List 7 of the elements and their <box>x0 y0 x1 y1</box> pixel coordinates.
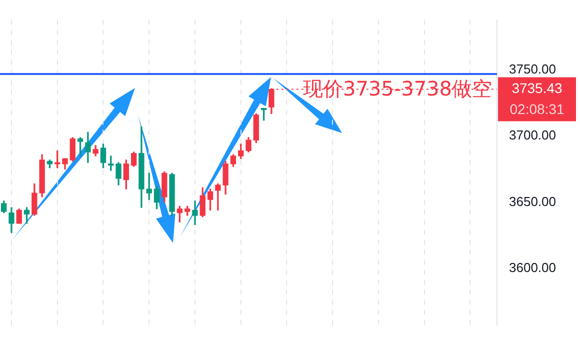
annotation: 现价3735-3738做空 <box>302 76 492 101</box>
y-tick-label: 3750.00 <box>509 62 556 77</box>
y-tick-label: 3700.00 <box>509 128 556 143</box>
y-tick-label: 3650.00 <box>509 194 556 209</box>
ref-line-label: 3735.43 <box>512 80 563 96</box>
y-tick-label: 3600.00 <box>509 260 556 275</box>
text: 02:08:31 <box>510 101 564 118</box>
